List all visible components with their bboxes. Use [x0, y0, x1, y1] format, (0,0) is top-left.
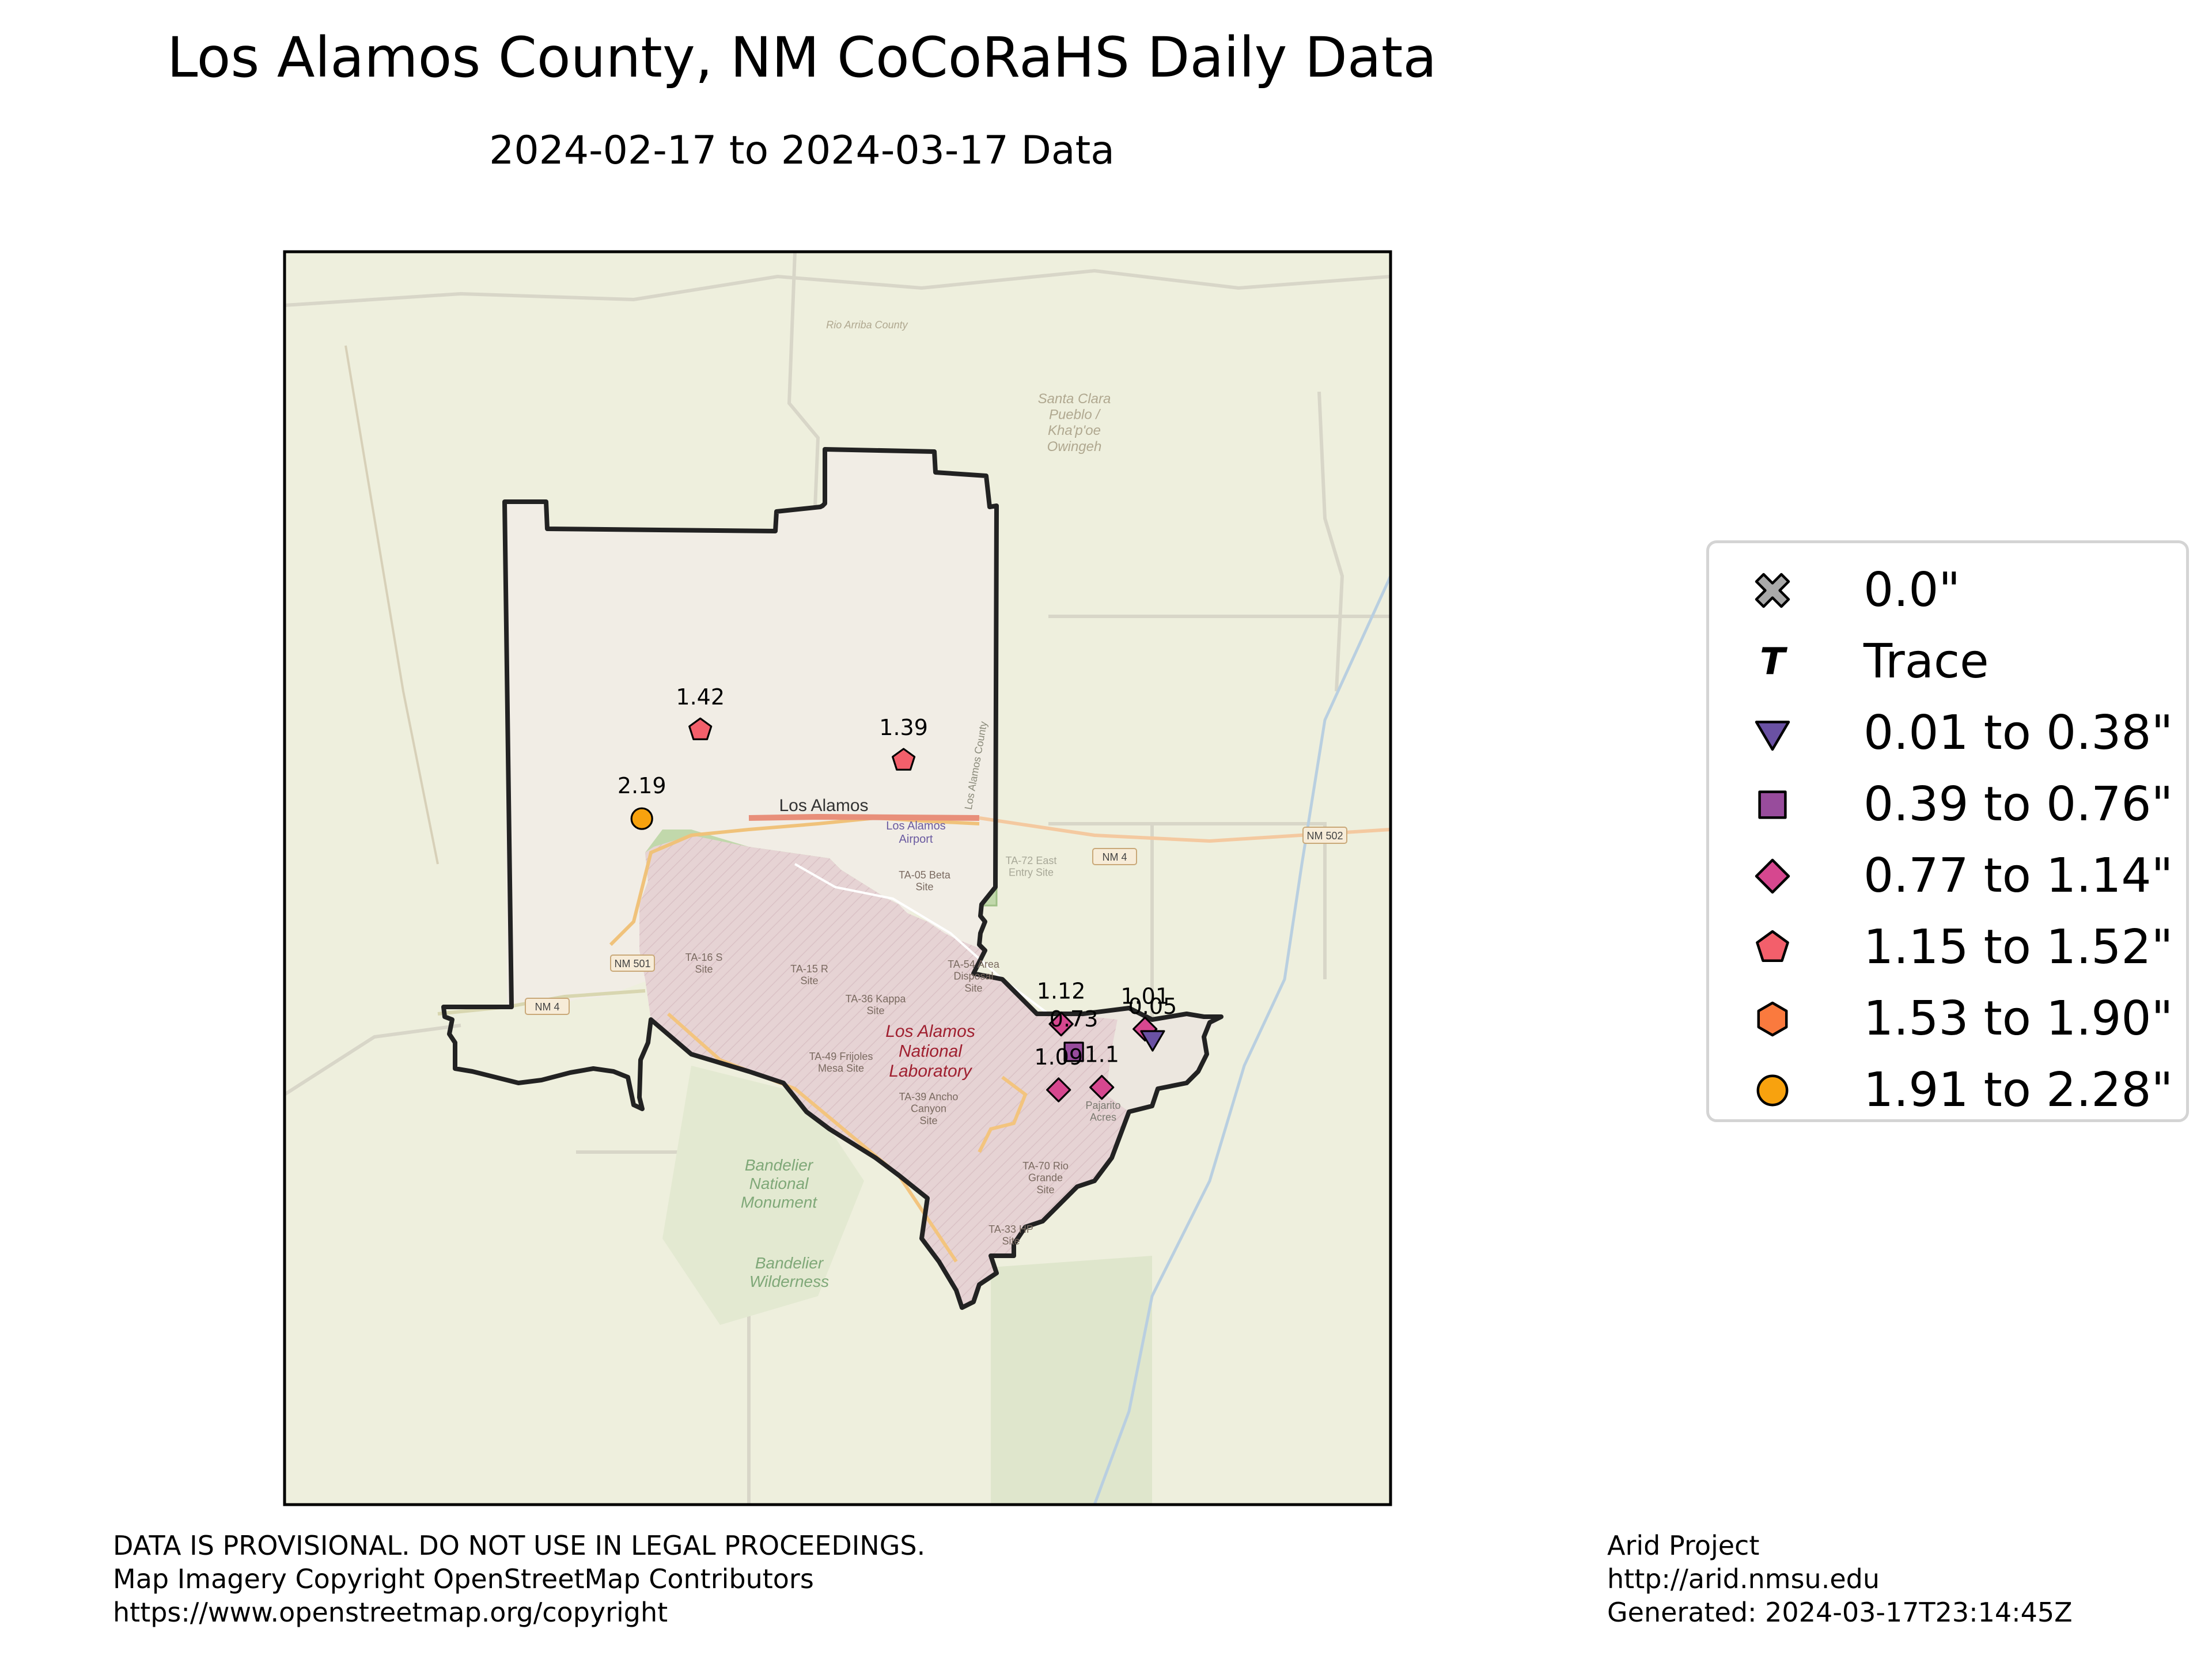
station-value-label: 1.01: [1120, 983, 1169, 1009]
road-shield: NM 4: [525, 998, 570, 1015]
footer-right-line: Arid Project: [1607, 1530, 1760, 1561]
footer-right-line: http://arid.nmsu.edu: [1607, 1563, 1880, 1594]
road-shield: NM 4: [1092, 848, 1137, 865]
map-place-label: TA-33 HP Site: [988, 1224, 1033, 1247]
legend-item: T Trace: [1709, 627, 2186, 691]
station-value-label: 1.39: [879, 715, 928, 740]
legend-label: 0.77 to 1.14": [1863, 849, 2173, 903]
map-frame: [283, 250, 1392, 1506]
svg-text:NM 4: NM 4: [1102, 851, 1127, 863]
legend-item: 1.91 to 2.28": [1709, 1056, 2186, 1119]
triangle-down-marker-icon: [1755, 721, 1790, 751]
station-value-label: 2.19: [618, 773, 666, 798]
map-place-label: Bandelier National Monument: [741, 1156, 818, 1211]
t-marker-icon: T: [1760, 640, 1788, 683]
footer-left-line: https://www.openstreetmap.org/copyright: [113, 1597, 668, 1628]
legend-item: 0.77 to 1.14": [1709, 842, 2186, 905]
map-place-label: TA-05 Beta Site: [899, 869, 951, 893]
station-value-label: 1.09: [1034, 1044, 1083, 1070]
map-place-label: TA-49 Frijoles Mesa Site: [809, 1051, 873, 1074]
station-marker: 1.12: [1037, 979, 1086, 1037]
map-place-label: Los Alamos Airport: [886, 820, 945, 846]
legend-item: 1.15 to 1.52": [1709, 913, 2186, 976]
square-marker-icon: [1758, 790, 1787, 819]
legend: 0.0" T Trace 0.01 to 0.38" 0.39 to 0.76" 0.77…: [1706, 540, 2189, 1122]
legend-label: 0.39 to 0.76": [1863, 777, 2173, 832]
legend-item: 1.53 to 1.90": [1709, 984, 2186, 1048]
svg-text:NM 502: NM 502: [1306, 830, 1343, 842]
page-title: Los Alamos County, NM CoCoRaHS Daily Dat…: [166, 25, 1437, 90]
map-place-label: Santa Clara Pueblo / Kha'p'oe Owingeh: [1038, 391, 1111, 454]
legend-item: 0.01 to 0.38": [1709, 699, 2186, 762]
map-place-label: Los Alamos: [779, 796, 868, 815]
map-place-label: TA-15 R Site: [790, 963, 828, 987]
map-place-label: Rio Arriba County: [826, 319, 908, 331]
station-value-label: 0.05: [1128, 994, 1177, 1019]
page-subtitle: 2024-02-17 to 2024-03-17 Data: [489, 128, 1115, 173]
legend-label: 1.91 to 2.28": [1863, 1063, 2173, 1118]
station-value-label: 0.73: [1050, 1006, 1099, 1032]
station-value-label: 1.1: [1084, 1042, 1119, 1067]
svg-text:NM 4: NM 4: [535, 1001, 559, 1013]
map-place-label: TA-54 Area Disposal Site: [948, 959, 1000, 994]
station-marker: 1.1: [1084, 1042, 1119, 1100]
legend-item: 0.39 to 0.76": [1709, 770, 2186, 834]
diamond-marker-icon: [1755, 858, 1790, 894]
map-place-label: Los Alamos National Laboratory: [885, 1022, 975, 1081]
basemap: Los Alamos Los Alamos National Laboratory Ba…: [285, 252, 1391, 1505]
station-value-label: 1.12: [1037, 979, 1086, 1004]
legend-item: 0.0": [1709, 556, 2186, 619]
map-place-label: Bandelier Wilderness: [749, 1254, 829, 1290]
road-shield: NM 502: [1302, 827, 1347, 844]
map-place-label: TA-70 Rio Grande Site: [1022, 1160, 1069, 1195]
station-marker: 1.42: [676, 684, 725, 740]
pentagon-marker-icon: [1756, 930, 1789, 962]
footer-disclaimer: DATA IS PROVISIONAL. DO NOT USE IN LEGAL…: [113, 1529, 925, 1629]
station-marker: 0.73: [1050, 1006, 1099, 1062]
legend-label: 0.0": [1863, 563, 1961, 618]
map-place-label: TA-36 Kappa Site: [846, 993, 907, 1017]
legend-label: 1.15 to 1.52": [1863, 920, 2173, 975]
station-markers: 1.42 1.39 2.19 1.120.73 1.09 1.010.05 1.1: [618, 684, 1177, 1103]
map-place-label: TA-16 S Site: [685, 952, 723, 975]
x-marker-icon: [1755, 573, 1790, 608]
station-value-label: 1.42: [676, 684, 725, 710]
footer-right-line: Generated: 2024-03-17T23:14:45Z: [1607, 1597, 2073, 1628]
map-place-label: Pajarito Acres: [1085, 1100, 1120, 1123]
map-place-label: TA-39 Ancho Canyon Site: [899, 1091, 959, 1126]
road-shield: NM 501: [610, 955, 655, 972]
legend-label: 0.01 to 0.38": [1863, 706, 2173, 760]
legend-label: Trace: [1863, 634, 1989, 689]
legend-label: 1.53 to 1.90": [1863, 991, 2173, 1046]
station-marker: 1.09: [1034, 1044, 1083, 1103]
svg-text:T: T: [1760, 640, 1788, 683]
svg-text:NM 501: NM 501: [614, 958, 650, 969]
station-marker: 0.05: [1128, 994, 1177, 1052]
hexagon-marker-icon: [1757, 1001, 1788, 1037]
map-place-label: TA-72 East Entry Site: [1006, 855, 1057, 878]
circle-marker-icon: [1756, 1074, 1789, 1107]
footer-left-line: Map Imagery Copyright OpenStreetMap Cont…: [113, 1563, 814, 1594]
footer-left-line: DATA IS PROVISIONAL. DO NOT USE IN LEGAL…: [113, 1530, 926, 1561]
footer-credits: Arid Project http://arid.nmsu.edu Genera…: [1607, 1529, 2073, 1629]
station-marker: 2.19: [618, 773, 666, 830]
station-marker: 1.39: [879, 715, 928, 771]
